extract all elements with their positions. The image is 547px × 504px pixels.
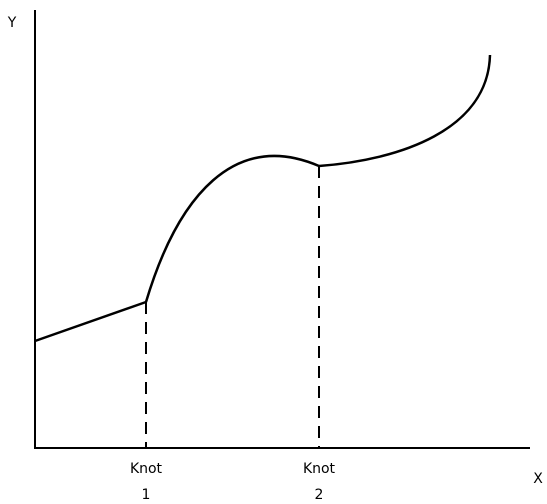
knot-number: 2: [315, 487, 324, 503]
knot-label: Knot: [130, 461, 163, 477]
curve-segment: [34, 300, 147, 343]
x-axis-label: X: [533, 471, 543, 487]
knot-label: Knot: [303, 461, 336, 477]
curve-segment: [144, 154, 320, 303]
knot-number: 1: [142, 487, 151, 503]
y-axis-label: Y: [7, 15, 17, 31]
curve-segment: [318, 54, 492, 168]
